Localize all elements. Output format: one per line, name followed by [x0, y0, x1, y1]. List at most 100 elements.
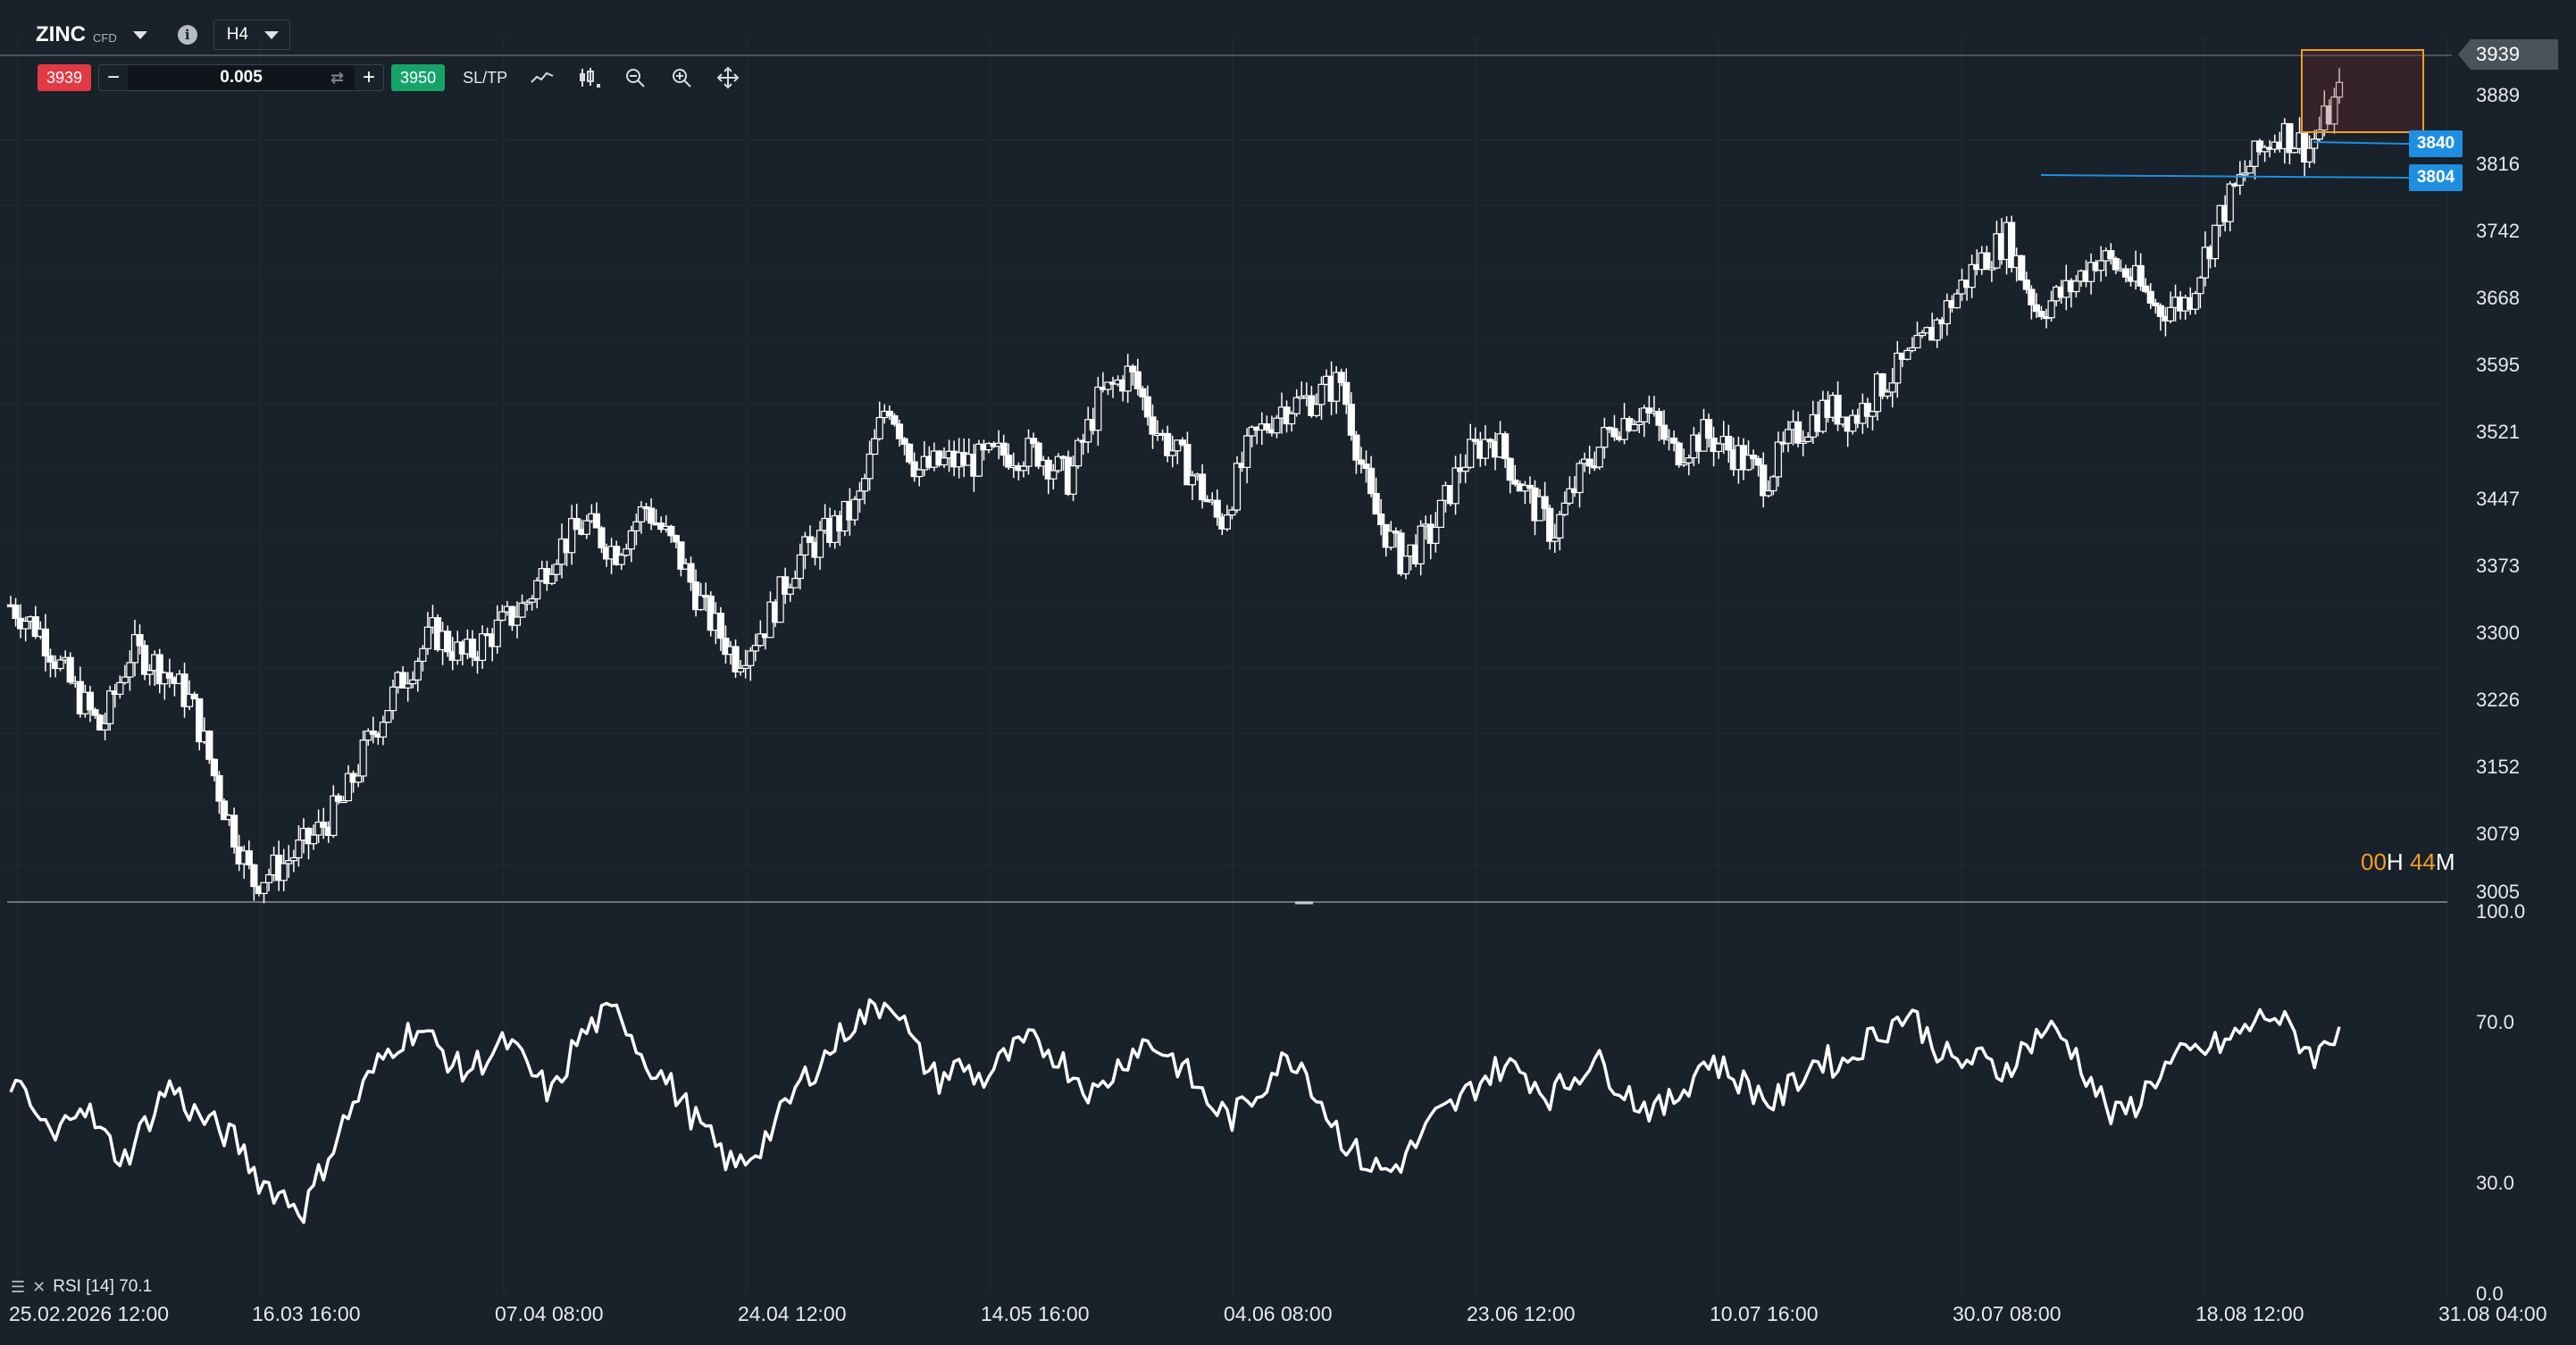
- increase-button[interactable]: +: [363, 65, 376, 89]
- candle-body: [796, 554, 804, 580]
- candle-body: [165, 672, 173, 679]
- candle-body: [1774, 441, 1782, 478]
- timeframe-select[interactable]: H4: [213, 20, 290, 50]
- line-chart-icon[interactable]: [531, 66, 554, 89]
- chevron-down-icon: [263, 30, 279, 39]
- candle-body: [2107, 250, 2115, 260]
- buy-button[interactable]: 3950: [391, 64, 446, 91]
- time-axis-label: 18.08 12:00: [2195, 1302, 2304, 1325]
- indicator-settings-icon[interactable]: ☰: [11, 1277, 26, 1296]
- candle-body: [786, 587, 794, 595]
- move-icon[interactable]: [716, 66, 740, 89]
- candle-body: [900, 438, 908, 446]
- candle-body: [1704, 419, 1713, 439]
- quantity-stepper[interactable]: − 0.005 ⇄ +: [98, 64, 385, 91]
- candle-body: [1913, 334, 1921, 349]
- candle-body: [1164, 432, 1172, 456]
- candle-body: [210, 758, 219, 777]
- price-axis-label: 3226: [2476, 689, 2520, 711]
- candle-body: [1749, 455, 1758, 460]
- candle-body: [1769, 476, 1777, 492]
- candle-body: [1471, 439, 1479, 442]
- candle-body: [573, 518, 581, 530]
- time-axis-label: 31.08 04:00: [2438, 1302, 2547, 1325]
- candle-body: [1034, 442, 1042, 467]
- quantity-input[interactable]: 0.005 ⇄: [128, 65, 355, 90]
- candle-body: [379, 722, 387, 738]
- symbol-dropdown-icon[interactable]: [132, 30, 147, 39]
- candle-body: [31, 616, 39, 638]
- candle-body: [1223, 514, 1231, 530]
- candle-timer: 00H 44M: [2361, 848, 2455, 876]
- candle-body: [1198, 473, 1207, 501]
- decrease-button[interactable]: −: [107, 65, 121, 89]
- time-axis-label: 14.05 16:00: [981, 1302, 1090, 1325]
- candle-body: [1183, 444, 1192, 486]
- candle-body: [2305, 147, 2313, 163]
- candles: [6, 68, 2344, 904]
- candle-body: [1461, 466, 1469, 472]
- close-icon[interactable]: ✕: [32, 1277, 46, 1296]
- zoom-in-icon[interactable]: [670, 66, 693, 89]
- candle-body: [1372, 492, 1380, 515]
- level-tag[interactable]: 3804: [2409, 164, 2463, 191]
- sltp-button[interactable]: SL/TP: [463, 68, 508, 87]
- candle-body: [2022, 279, 2030, 290]
- price-axis-label: 3595: [2476, 354, 2520, 376]
- candle-body: [2246, 165, 2254, 174]
- candle-body: [56, 659, 64, 670]
- candle-body: [493, 619, 501, 647]
- candle-body: [741, 664, 749, 669]
- candlestick-icon[interactable]: [577, 66, 601, 89]
- candle-body: [1640, 407, 1648, 422]
- candle-body: [1655, 411, 1663, 426]
- candle-body: [1760, 464, 1768, 497]
- candle-body: [974, 443, 983, 477]
- candle-body: [1352, 434, 1360, 461]
- candle-body: [1884, 391, 1892, 397]
- level-tag[interactable]: 3840: [2409, 130, 2463, 157]
- candle-body: [2028, 288, 2036, 305]
- candle-body: [910, 461, 918, 478]
- candle-body: [1347, 404, 1355, 436]
- price-axis-label: 3152: [2476, 756, 2520, 778]
- candle-body: [1888, 382, 1896, 393]
- candle-body: [1511, 480, 1519, 485]
- candle-body: [528, 597, 536, 603]
- rsi-axis-label: 0.0: [2476, 1282, 2504, 1305]
- candle-body: [136, 634, 144, 647]
- candle-body: [757, 633, 765, 647]
- symbol-name[interactable]: ZINC: [36, 22, 86, 46]
- price-axis-label: 3742: [2476, 220, 2520, 242]
- candle-body: [1987, 267, 1995, 271]
- candle-body: [2047, 300, 2055, 319]
- rsi-axis-label: 100.0: [2476, 900, 2526, 923]
- candle-body: [523, 601, 531, 605]
- candle-body: [1367, 467, 1376, 495]
- candle-body: [2286, 122, 2294, 154]
- candle-body: [309, 834, 318, 845]
- swap-icon[interactable]: ⇄: [330, 68, 345, 87]
- candle-body: [747, 650, 755, 666]
- candle-body: [1005, 455, 1013, 468]
- candle-body: [1541, 496, 1549, 509]
- candle-body: [444, 631, 452, 653]
- candle-body: [1292, 397, 1301, 414]
- rsi-legend[interactable]: ☰ ✕ RSI [14] 70.1: [11, 1277, 152, 1297]
- candle-body: [2037, 311, 2045, 318]
- rsi-axis-label: 70.0: [2476, 1011, 2514, 1033]
- candle-body: [180, 673, 188, 707]
- sell-button[interactable]: 3939: [38, 64, 92, 91]
- info-icon[interactable]: i: [177, 25, 197, 45]
- candle-body: [1943, 300, 1951, 325]
- zoom-out-icon[interactable]: [623, 66, 647, 89]
- candle-body: [850, 498, 859, 521]
- candle-body: [1685, 457, 1693, 464]
- time-axis-label: 07.04 08:00: [495, 1302, 604, 1325]
- price-axis-label: 3816: [2476, 153, 2520, 175]
- candle-body: [1317, 383, 1326, 405]
- candle-body: [1342, 381, 1351, 405]
- candle-body: [2087, 262, 2095, 282]
- candle-body: [155, 654, 163, 685]
